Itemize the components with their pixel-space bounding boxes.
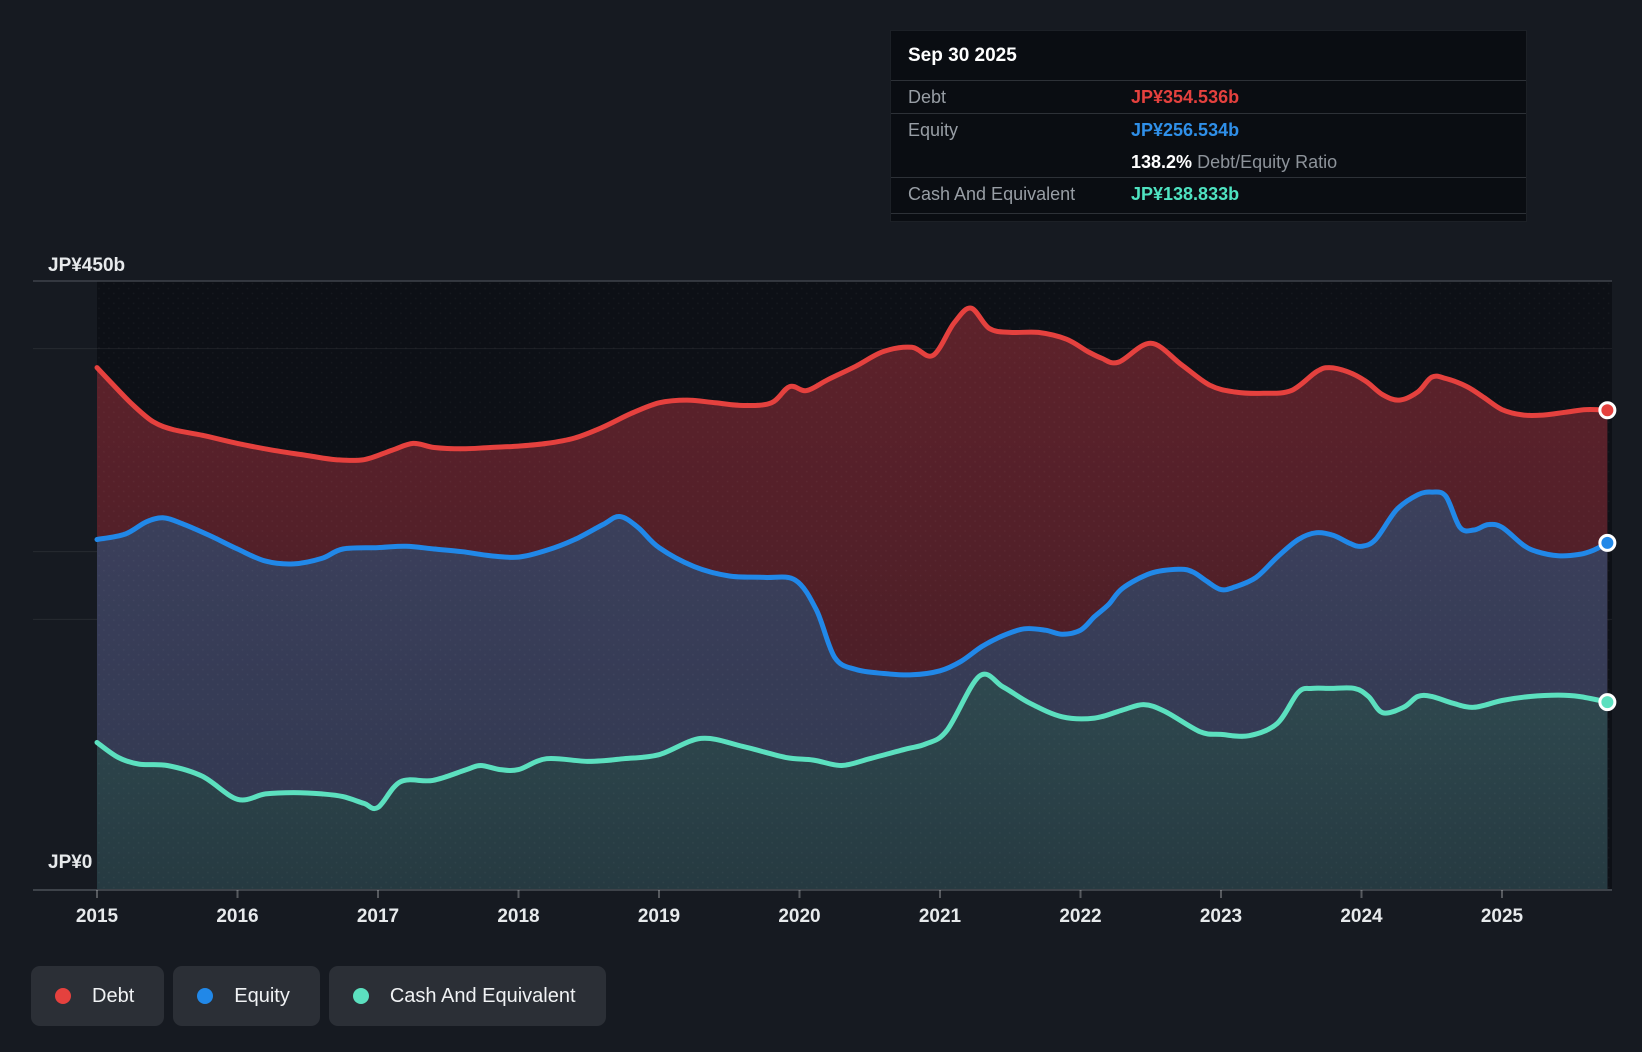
cash-value: JP¥138.833b — [1131, 184, 1239, 205]
tooltip-row-debt: Debt JP¥354.536b — [891, 81, 1526, 113]
debt-value: JP¥354.536b — [1131, 87, 1239, 108]
y-label-zero: JP¥0 — [48, 852, 92, 873]
legend-debt-button[interactable]: Debt — [31, 966, 164, 1026]
debt-endpoint-marker — [1600, 403, 1615, 418]
chart-tooltip: Sep 30 2025 Debt JP¥354.536b Equity JP¥2… — [890, 30, 1527, 222]
divider — [891, 213, 1526, 214]
x-tick-label-2017: 2017 — [357, 906, 399, 927]
y-label-top: JP¥450b — [48, 255, 125, 276]
x-tick-label-2022: 2022 — [1059, 906, 1101, 927]
x-tick-label-2021: 2021 — [919, 906, 962, 927]
debt-label: Debt — [908, 87, 946, 108]
plot-texture — [97, 281, 1612, 890]
legend-equity-button[interactable]: Equity — [173, 966, 320, 1026]
x-tick-label-2018: 2018 — [497, 906, 539, 927]
tooltip-date: Sep 30 2025 — [908, 45, 1017, 67]
x-tick-label-2019: 2019 — [638, 906, 680, 927]
ratio-label: Debt/Equity Ratio — [1192, 152, 1337, 172]
cash-endpoint-marker — [1600, 695, 1615, 710]
legend-equity-label: Equity — [234, 985, 290, 1008]
tooltip-row-equity: Equity JP¥256.534b — [891, 114, 1526, 146]
legend-cash-label: Cash And Equivalent — [390, 985, 576, 1008]
legend-cash-button[interactable]: Cash And Equivalent — [329, 966, 606, 1026]
equity-label: Equity — [908, 120, 958, 141]
tooltip-row-ratio: 138.2% Debt/Equity Ratio — [891, 146, 1526, 178]
x-tick-label-2020: 2020 — [778, 906, 820, 927]
equity-value: JP¥256.534b — [1131, 120, 1239, 141]
x-tick-label-2015: 2015 — [76, 906, 119, 927]
cash-label: Cash And Equivalent — [908, 184, 1075, 205]
ratio-value: 138.2% — [1131, 152, 1192, 172]
legend-debt-label: Debt — [92, 985, 134, 1008]
x-tick-label-2016: 2016 — [216, 906, 258, 927]
chart-legend: Debt Equity Cash And Equivalent — [31, 966, 606, 1026]
tooltip-row-cash: Cash And Equivalent JP¥138.833b — [891, 178, 1526, 210]
equity-endpoint-marker — [1600, 535, 1615, 550]
debt-equity-chart-page: 2015 2016 2017 2018 2019 2020 2021 2022 2023 2024… — [0, 0, 1642, 1052]
x-tick-label-2024: 2024 — [1340, 906, 1383, 927]
x-tick-label-2023: 2023 — [1200, 906, 1242, 927]
equity-dot-icon — [197, 988, 213, 1004]
x-tick-label-2025: 2025 — [1481, 906, 1524, 927]
debt-dot-icon — [55, 988, 71, 1004]
cash-dot-icon — [353, 988, 369, 1004]
